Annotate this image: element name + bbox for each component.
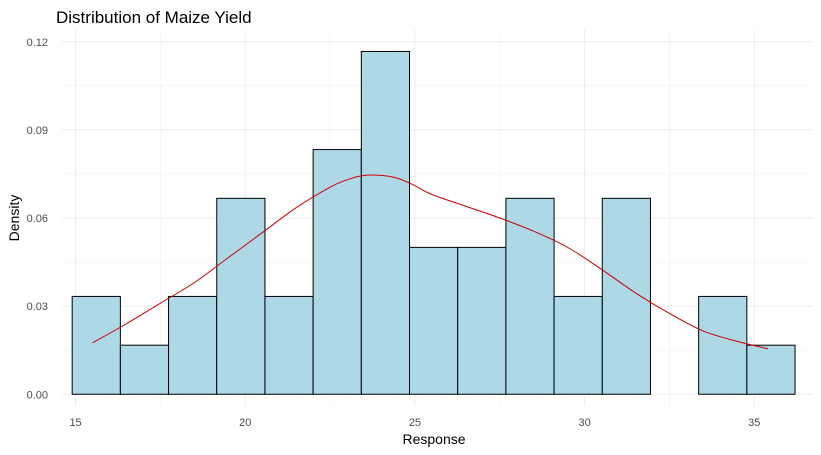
- y-axis-ticks: 0.00 0.03 0.06 0.09 0.12: [27, 37, 48, 402]
- histogram-bar: [698, 295, 748, 395]
- density-curve: [92, 174, 768, 350]
- x-axis-label: Response: [402, 431, 465, 447]
- x-tick-label: 20: [239, 417, 251, 429]
- histogram-bar: [71, 295, 121, 395]
- chart-title: Distribution of Maize Yield: [56, 8, 252, 27]
- y-axis-label: Density: [6, 195, 22, 242]
- y-tick-label: 0.06: [27, 213, 48, 225]
- histogram-bar: [601, 197, 651, 395]
- x-tick-label: 15: [69, 417, 81, 429]
- x-tick-label: 35: [748, 417, 760, 429]
- x-tick-label: 30: [578, 417, 590, 429]
- x-tick-label: 25: [409, 417, 421, 429]
- histogram-bar: [312, 149, 362, 395]
- histogram-bar: [505, 197, 555, 395]
- histogram-bar: [746, 344, 796, 395]
- y-tick-label: 0.00: [27, 389, 48, 401]
- histogram-bar: [409, 246, 459, 395]
- x-axis-ticks: 15 20 25 30 35: [69, 417, 760, 429]
- histogram-bar: [119, 344, 170, 395]
- histogram-bar: [553, 295, 603, 395]
- y-tick-label: 0.03: [27, 301, 48, 313]
- histogram-bars: [71, 50, 796, 395]
- histogram-bar: [216, 197, 266, 395]
- histogram-bar: [264, 295, 314, 395]
- histogram-bar: [457, 246, 507, 395]
- y-tick-label: 0.12: [27, 37, 48, 49]
- histogram-bar: [360, 50, 411, 395]
- histogram-bar: [168, 295, 218, 395]
- y-tick-label: 0.09: [27, 125, 48, 137]
